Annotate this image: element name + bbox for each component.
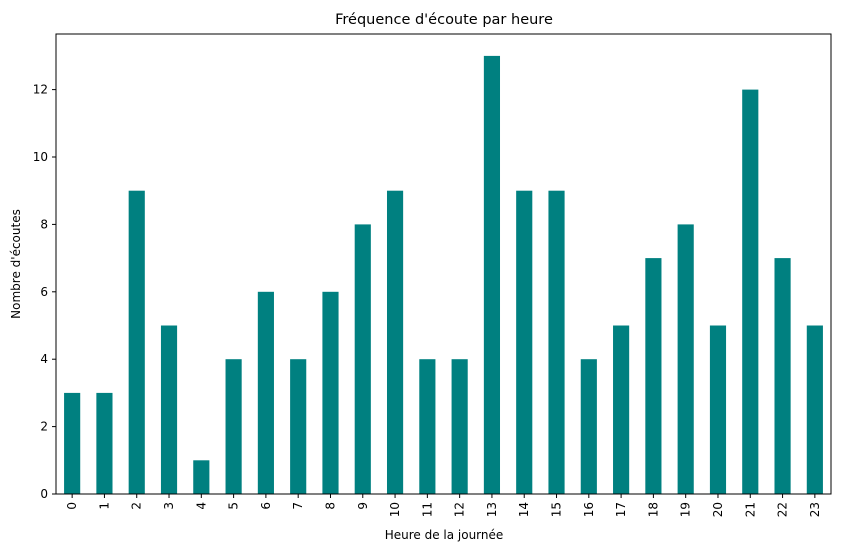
bar-9 [354, 224, 371, 494]
y-tick-label: 4 [40, 352, 48, 366]
y-tick-label: 8 [40, 217, 48, 231]
x-tick-label: 12 [453, 502, 467, 517]
bar-21 [742, 89, 759, 494]
x-tick-label: 4 [194, 502, 208, 510]
x-tick-label: 23 [808, 502, 822, 517]
bar-1 [96, 392, 113, 494]
bar-2 [128, 190, 145, 494]
x-tick-label: 16 [582, 502, 596, 517]
x-tick-label: 14 [517, 502, 531, 517]
x-tick-label: 3 [162, 502, 176, 510]
bar-10 [386, 190, 404, 494]
bar-20 [709, 325, 727, 494]
bar-13 [483, 55, 501, 495]
y-axis-label: Nombre d'écoutes [9, 209, 23, 319]
x-tick-label: 21 [743, 502, 757, 517]
y-tick-label: 0 [40, 487, 48, 501]
bar-5 [225, 359, 242, 494]
x-tick-label: 7 [291, 502, 305, 510]
bar-4 [193, 460, 210, 494]
x-tick-label: 15 [550, 502, 564, 517]
bar-22 [774, 258, 791, 494]
x-tick-label: 18 [646, 502, 660, 517]
bar-8 [322, 291, 339, 494]
bar-12 [451, 359, 468, 494]
bar-19 [677, 224, 694, 494]
plot-area: 0 1 2 3 4 5 6 7 8 9 10 11 12 13 14 15 16 17 18 19 20 21 22 2302… [33, 33, 832, 517]
x-tick-label: 5 [227, 502, 241, 510]
bar-16 [580, 359, 597, 494]
x-tick-label: 9 [356, 502, 370, 510]
x-tick-label: 10 [388, 502, 402, 517]
bar-7 [290, 359, 307, 494]
bar-6 [257, 291, 274, 494]
x-axis-label: Heure de la journée [385, 528, 504, 542]
bar-3 [160, 325, 178, 494]
x-tick-label: 11 [420, 502, 434, 517]
bar-17 [613, 325, 630, 494]
bar-11 [419, 359, 436, 494]
y-tick-label: 12 [33, 83, 48, 97]
axes-frame [55, 33, 832, 495]
bar-23 [806, 325, 823, 494]
x-tick-label: 1 [97, 502, 111, 510]
bar-18 [645, 258, 662, 494]
y-tick-label: 2 [40, 420, 48, 434]
x-tick-label: 8 [323, 502, 337, 510]
x-tick-label: 22 [776, 502, 790, 517]
chart-title: Fréquence d'écoute par heure [335, 12, 553, 28]
y-tick-label: 6 [40, 285, 48, 299]
x-tick-label: 2 [130, 502, 144, 510]
x-tick-label: 17 [614, 502, 628, 517]
x-tick-label: 0 [65, 502, 79, 510]
bar-15 [548, 190, 565, 494]
x-tick-label: 20 [711, 502, 725, 517]
x-tick-label: 19 [679, 502, 693, 517]
bar-14 [516, 190, 533, 494]
x-tick-label: 6 [259, 502, 273, 510]
y-tick-label: 10 [33, 150, 48, 164]
bar-0 [64, 392, 81, 494]
x-tick-label: 13 [485, 502, 499, 517]
